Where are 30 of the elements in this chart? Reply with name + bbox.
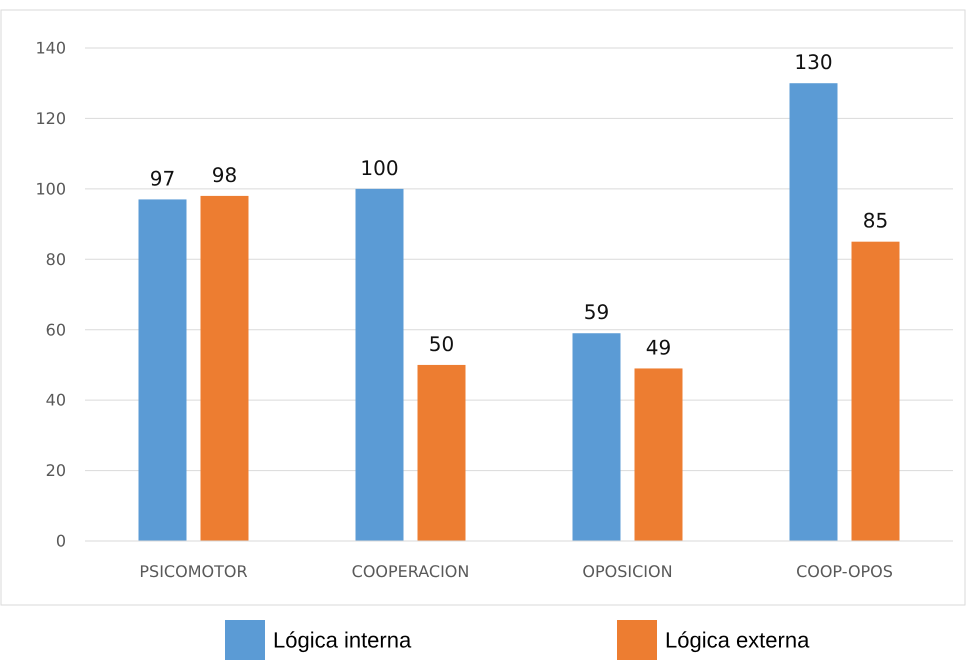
y-tick-label: 80 bbox=[46, 250, 66, 269]
data-label: 85 bbox=[862, 208, 888, 233]
x-tick-label: COOP-OPOS bbox=[796, 562, 893, 581]
bar bbox=[356, 188, 404, 541]
bar bbox=[790, 83, 838, 541]
bar bbox=[200, 196, 248, 541]
bar bbox=[634, 368, 682, 541]
data-label: 59 bbox=[584, 300, 610, 324]
x-tick-label: OPOSICION bbox=[582, 562, 673, 581]
y-tick-label: 60 bbox=[46, 320, 66, 340]
bar bbox=[852, 242, 900, 541]
y-tick-label: 0 bbox=[56, 532, 66, 551]
data-label: 130 bbox=[794, 50, 833, 74]
bar bbox=[418, 364, 466, 541]
y-tick-label: 140 bbox=[35, 38, 66, 58]
legend-label: Lógica interna bbox=[273, 628, 412, 653]
y-tick-label: 120 bbox=[35, 109, 66, 128]
data-label: 97 bbox=[150, 166, 176, 190]
data-label: 98 bbox=[212, 162, 238, 187]
x-tick-label: COOPERACION bbox=[352, 562, 470, 581]
x-tick-label: PSICOMOTOR bbox=[139, 562, 248, 581]
data-label: 49 bbox=[646, 335, 672, 360]
data-label: 100 bbox=[360, 156, 399, 180]
data-label: 50 bbox=[428, 332, 454, 356]
y-tick-label: 100 bbox=[35, 179, 66, 198]
bar bbox=[138, 199, 186, 541]
legend-label: Lógica externa bbox=[665, 628, 810, 653]
y-tick-label: 40 bbox=[46, 390, 66, 410]
y-tick-label: 20 bbox=[46, 461, 66, 480]
bar bbox=[572, 333, 620, 541]
